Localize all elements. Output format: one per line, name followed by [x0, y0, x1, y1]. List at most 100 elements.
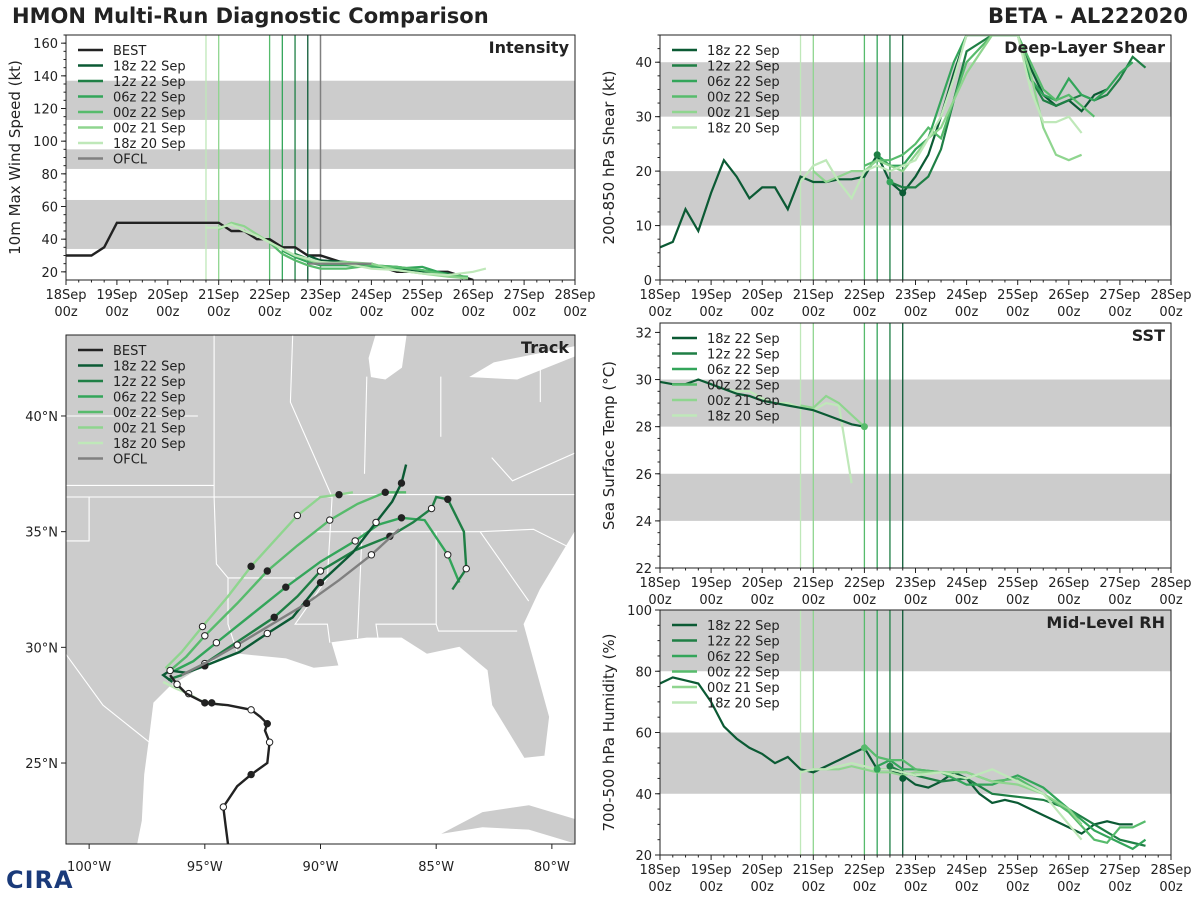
x-tick-label: 00z [699, 305, 723, 320]
track-point [302, 599, 311, 608]
x-tick-label: 00z [462, 305, 486, 320]
x-tick-label: 26Sep [1048, 863, 1089, 878]
series-18z-22-sep [660, 676, 1133, 835]
y-tick-label: 0 [644, 274, 652, 289]
init-marker [886, 762, 894, 770]
legend-item: 06z 22 Sep [707, 75, 780, 90]
track-point [381, 488, 389, 497]
state-border [363, 376, 368, 474]
legend-item: OFCL [113, 153, 148, 168]
track-point [212, 639, 221, 647]
x-tick-label: 22Sep [844, 288, 885, 303]
legend-item: 18z 22 Sep [707, 619, 780, 634]
track-point [444, 495, 452, 503]
track-point [198, 622, 207, 631]
y-tick-label: 32 [635, 326, 652, 341]
x-tick-label: 23Sep [895, 863, 936, 878]
x-tick-label: 23Sep [895, 288, 936, 303]
storm-id: BETA - AL222020 [988, 4, 1188, 28]
x-tick-label: 00z [751, 593, 775, 608]
x-tick-label: 20Sep [742, 863, 783, 878]
state-border [66, 653, 150, 743]
x-tick-label: 24Sep [946, 576, 987, 591]
x-tick-label: 90°W [303, 860, 339, 875]
track-00z-21-sep [164, 491, 354, 670]
legend-item: 06z 22 Sep [113, 91, 186, 106]
x-tick-label: 18Sep [639, 576, 680, 591]
legend-item: 00z 21 Sep [707, 106, 780, 121]
legend-item: 18z 20 Sep [113, 137, 186, 152]
x-tick-label: 00z [1159, 593, 1183, 608]
x-tick-label: 28Sep [1150, 863, 1191, 878]
x-tick-label: 00z [853, 305, 877, 320]
x-tick-label: 00z [955, 593, 979, 608]
x-tick-label: 00z [648, 593, 672, 608]
x-tick-label: 00z [853, 593, 877, 608]
y-axis-label: Sea Surface Temp (°C) [600, 361, 618, 530]
y-tick-label: 24 [635, 515, 652, 530]
x-tick-label: 21Sep [198, 288, 239, 303]
x-tick-label: 00z [648, 880, 672, 895]
legend-item: 12z 22 Sep [707, 348, 780, 363]
y-tick-label: 80 [635, 665, 652, 680]
x-tick-label: 00z [955, 880, 979, 895]
x-tick-label: 00z [1108, 593, 1132, 608]
track-point [316, 567, 325, 575]
panel-title: Mid-Level RH [1046, 613, 1165, 632]
track-12z-22-sep [167, 495, 468, 681]
track-point [372, 518, 380, 527]
x-tick-label: 00z [105, 305, 129, 320]
track-point [247, 562, 255, 571]
shaded-band [660, 171, 1171, 226]
x-tick-label: 00z [904, 305, 928, 320]
track-point [444, 551, 452, 559]
state-border [66, 497, 90, 542]
legend-item: 00z 21 Sep [113, 122, 186, 137]
x-tick-label: 18Sep [45, 288, 86, 303]
x-tick-label: 00z [751, 305, 775, 320]
track-06z-22-sep [174, 516, 461, 672]
x-tick-label: 23Sep [300, 288, 341, 303]
map-lake [469, 346, 575, 380]
map-land-cuba [438, 804, 575, 844]
track-point [462, 564, 470, 573]
legend-item: 18z 20 Sep [707, 122, 780, 137]
state-border [356, 531, 363, 639]
x-tick-label: 00z [1159, 305, 1183, 320]
x-tick-label: 95°W [187, 860, 223, 875]
x-tick-label: 100°W [67, 860, 111, 875]
legend-item: 18z 22 Sep [707, 44, 780, 59]
x-tick-label: 25Sep [997, 863, 1038, 878]
x-tick-label: 26Sep [1048, 288, 1089, 303]
legend-item: 00z 21 Sep [113, 422, 186, 437]
x-tick-label: 26Sep [453, 288, 494, 303]
x-tick-label: 21Sep [793, 863, 834, 878]
x-tick-label: 23Sep [895, 576, 936, 591]
x-tick-label: 26Sep [1048, 576, 1089, 591]
y-axis-label: 200-850 hPa Shear (kt) [600, 71, 618, 245]
x-tick-label: 00z [853, 880, 877, 895]
x-tick-label: 00z [955, 305, 979, 320]
shaded-band [660, 379, 1171, 427]
x-tick-label: 00z [512, 305, 536, 320]
legend-item: 18z 22 Sep [113, 60, 186, 75]
panel-title: Deep-Layer Shear [1004, 38, 1165, 57]
x-tick-label: 20Sep [742, 288, 783, 303]
x-tick-label: 25Sep [997, 288, 1038, 303]
legend-item: OFCL [113, 453, 148, 468]
track-point [173, 680, 181, 689]
y-tick-label: 40 [635, 788, 652, 803]
legend-item: 00z 21 Sep [707, 681, 780, 696]
legend-item: 18z 22 Sep [707, 332, 780, 347]
legend-item: 00z 22 Sep [113, 406, 186, 421]
legend-item: 06z 22 Sep [707, 363, 780, 378]
x-tick-label: 00z [751, 880, 775, 895]
x-tick-label: 00z [258, 305, 282, 320]
x-tick-label: 19Sep [96, 288, 137, 303]
state-border [289, 335, 333, 643]
y-tick-label: 28 [635, 421, 652, 436]
x-tick-label: 00z [1057, 880, 1081, 895]
x-tick-label: 21Sep [793, 288, 834, 303]
init-marker [860, 744, 868, 752]
track-point [247, 770, 255, 779]
